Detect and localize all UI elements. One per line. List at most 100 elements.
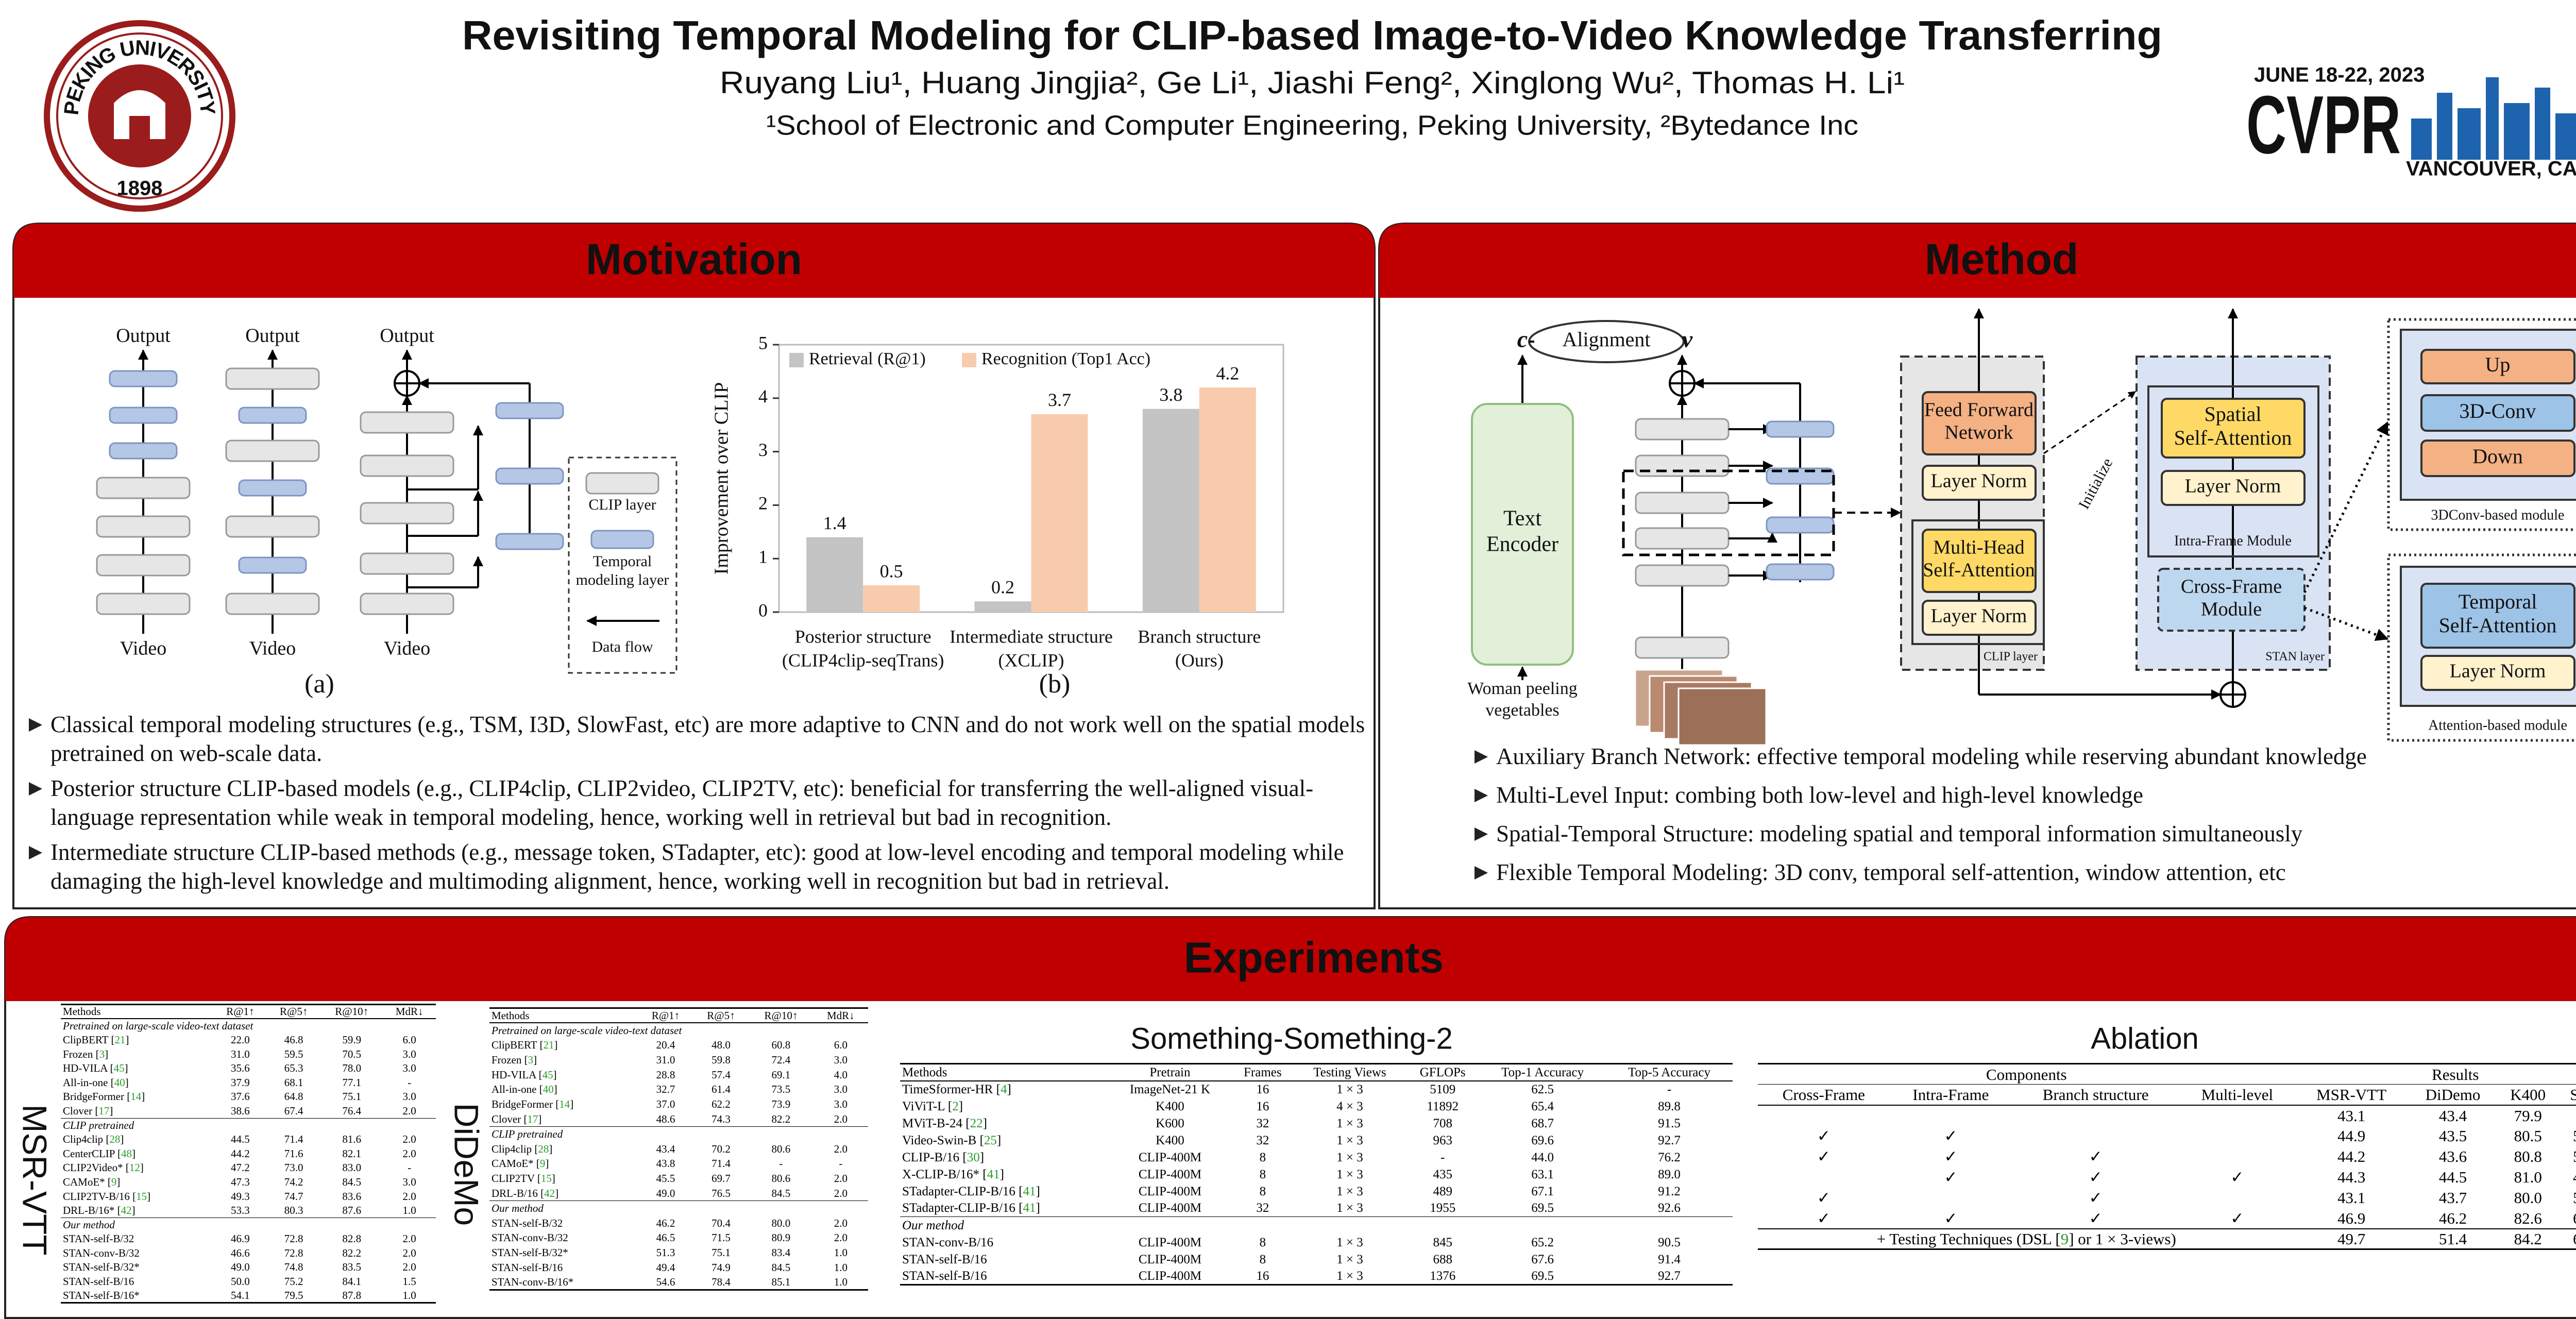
table-cell: 91.5 — [1658, 1116, 1681, 1130]
table-cell: STAN-self-B/32* — [492, 1246, 568, 1259]
label: Self-Attention — [2439, 614, 2557, 637]
table-cell: 2.0 — [402, 1246, 416, 1259]
box — [2420, 349, 2575, 384]
table-cell: 1 × 3 — [1336, 1235, 1363, 1249]
section-title: Our method — [900, 1216, 1733, 1234]
table-cell: 76.2 — [1658, 1150, 1681, 1164]
table-cell: 63.1 — [1531, 1167, 1554, 1181]
table-cell: 1.0 — [834, 1246, 848, 1259]
table-cell: 435 — [1433, 1167, 1452, 1181]
legend-label: Recognition (Top1 Acc) — [981, 349, 1150, 368]
column-header: K400 — [2498, 1084, 2558, 1106]
box — [2161, 470, 2306, 506]
table-cell: 1.0 — [402, 1204, 416, 1216]
table-cell: 11892 — [1427, 1099, 1459, 1113]
table-cell: STAN-self-B/16* — [63, 1289, 140, 1301]
box — [360, 552, 454, 575]
table-cell: CLIP2Video* [12] — [63, 1161, 144, 1174]
table-cell: 46.9 — [2337, 1209, 2366, 1227]
skyline — [2535, 88, 2550, 160]
table-row: STAN-self-B/16 CLIP-400M 8 1 × 3 688 67.6 91.4 — [900, 1251, 1733, 1268]
label: Self-Attention — [1923, 560, 2035, 581]
table-cell: ViViT-L [2] — [902, 1099, 963, 1113]
table-wrap: Components Results Cross-Frame Intra-Frame B… — [1758, 1063, 2576, 1250]
table-cell: 1 × 3 — [1336, 1252, 1363, 1266]
table-cell: 688 — [1433, 1252, 1452, 1266]
header-row: Methods Pretrain Frames Testing Views GFLOPs… — [900, 1063, 1733, 1081]
table-cell: 82.6 — [2514, 1209, 2542, 1227]
table-cell: 44.2 — [2337, 1147, 2366, 1165]
table-cell: 89.8 — [1658, 1099, 1681, 1113]
table-cell — [1890, 1188, 2012, 1208]
box — [590, 530, 654, 549]
value-label: 3.7 — [1048, 390, 1071, 410]
table-cell: 6.0 — [834, 1038, 848, 1051]
connector — [2303, 421, 2389, 594]
table-cell: 8 — [1259, 1150, 1266, 1164]
column-header: Methods — [489, 1008, 638, 1024]
table-cell: 80.0 — [771, 1216, 791, 1229]
skyline — [2458, 108, 2481, 160]
panel-header — [13, 224, 1375, 298]
box — [1635, 636, 1730, 659]
skyline — [2411, 119, 2432, 160]
table: Methods R@1↑ R@5↑ R@10↑ MdR↓ Pretrained on la… — [61, 1004, 436, 1304]
table-cell: 80.9 — [771, 1231, 791, 1244]
table-cell: 49.0 — [656, 1187, 675, 1199]
label: Video — [384, 638, 431, 660]
table-cell: CLIP-400M — [1138, 1167, 1202, 1181]
table-row: Clip4clip [28] 44.5 71.4 81.6 2.0 — [61, 1132, 436, 1147]
label: Self-Attention — [2174, 426, 2292, 449]
table-cell: 5109 — [1430, 1083, 1456, 1096]
value-label: 1.4 — [823, 513, 846, 533]
table-cell: 74.2 — [284, 1175, 303, 1188]
table-cell: 3.0 — [402, 1090, 416, 1103]
table-cell: 1 × 3 — [1336, 1184, 1363, 1198]
box — [1922, 465, 2037, 501]
table-cell: 31.0 — [656, 1053, 675, 1066]
table-cell: STAN-self-B/32 — [63, 1232, 134, 1245]
label: Cross-Frame — [2181, 576, 2282, 598]
table-cell: CAMoE* [9] — [63, 1175, 121, 1188]
column-header: DiDemo — [2408, 1084, 2498, 1106]
table-cell: 67.4 — [284, 1104, 303, 1117]
table-row: STAN-conv-B/16 CLIP-400M 8 1 × 3 845 65.2 90.5 — [900, 1234, 1733, 1251]
table-label: DiDeMo — [448, 1103, 486, 1226]
table-cell: 62.5 — [1531, 1083, 1554, 1096]
table-row: Clip4clip [28] 43.4 70.2 80.6 2.0 — [489, 1142, 868, 1157]
value-label: 0.2 — [991, 577, 1014, 598]
table-cell: 2.0 — [402, 1147, 416, 1160]
label: Module — [2201, 599, 2262, 620]
table-row: STadapter-CLIP-B/16 [41] CLIP-400M 8 1 × 3 4… — [900, 1183, 1733, 1200]
column-header: Testing Views — [1293, 1063, 1406, 1081]
box — [2420, 655, 2575, 691]
table-cell: STAN-self-B/16 — [902, 1269, 987, 1283]
table-cell: 81.6 — [342, 1133, 362, 1146]
logo-emblem — [114, 90, 165, 139]
table-wrap: Methods Pretrain Frames Testing Views GFLOPs… — [900, 1063, 1733, 1286]
table-cell: 80.3 — [284, 1204, 303, 1216]
table-cell: 32.7 — [656, 1083, 675, 1096]
table-cell: 1.5 — [402, 1275, 416, 1288]
table-wrap: Methods R@1↑ R@5↑ R@10↑ MdR↓ Pretrained on la… — [61, 1004, 436, 1304]
table-row: STadapter-CLIP-B/16 [41] CLIP-400M 32 1 × 3… — [900, 1200, 1733, 1217]
table-cell: 3.0 — [834, 1098, 848, 1111]
table-cell: 65.9 — [2558, 1208, 2576, 1229]
table-cell: 2.0 — [834, 1112, 848, 1125]
table-cell: ImageNet-21 K — [1129, 1083, 1211, 1096]
table-cell: 47.2 — [231, 1161, 250, 1174]
table-cell: 1376 — [1430, 1269, 1456, 1283]
y-tick-label: 4 — [758, 386, 768, 407]
conf-name: CVPR — [2246, 78, 2401, 171]
table-cell: 44.3 — [2337, 1168, 2366, 1186]
table-cell: 32 — [1256, 1116, 1269, 1130]
legend-swatch — [962, 353, 976, 367]
title: Revisiting Temporal Modeling for CLIP-ba… — [462, 12, 2162, 58]
table: Methods R@1↑ R@5↑ R@10↑ MdR↓ Pretrained on la… — [489, 1007, 868, 1291]
table-cell: 31.0 — [231, 1047, 250, 1060]
table-cell: Clover [17] — [63, 1104, 113, 1117]
table-cell: 68.1 — [284, 1076, 303, 1089]
table-cell: 37.6 — [231, 1090, 250, 1103]
panel-header — [1379, 224, 2576, 298]
